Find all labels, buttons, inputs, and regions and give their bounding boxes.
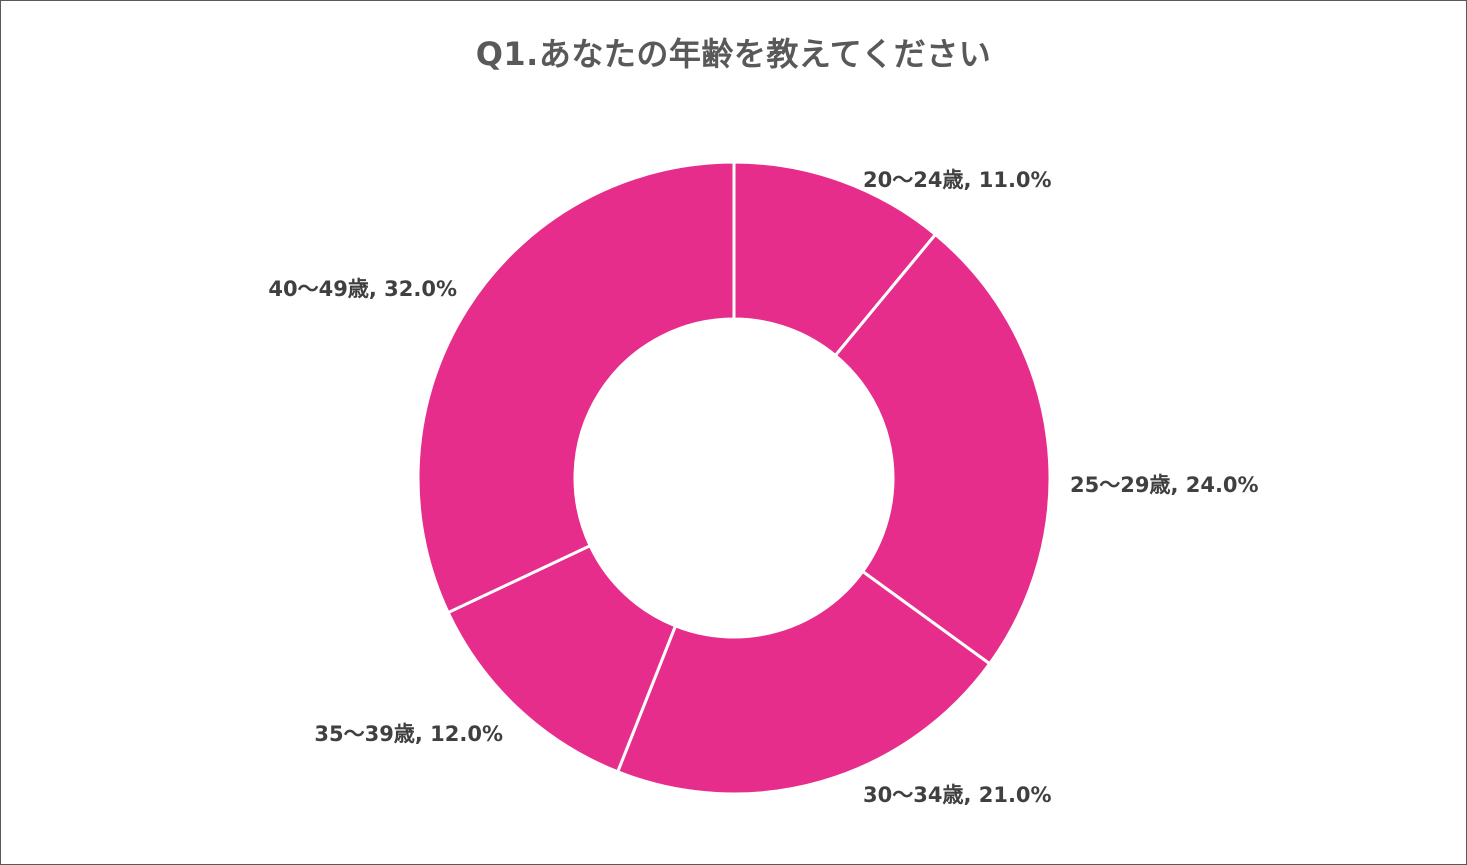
donut-slice <box>833 232 1052 666</box>
donut-slice <box>446 543 678 774</box>
donut-slice <box>416 160 736 615</box>
data-labels: 20～24歳, 11.0% 25～29歳, 24.0% 30～34歳, 21.0% 3… <box>268 168 1258 807</box>
data-label: 40～49歳, 32.0% <box>268 277 457 301</box>
data-label: 30～34歳, 21.0% <box>863 783 1052 807</box>
donut-slice <box>615 569 992 796</box>
donut-slices <box>416 160 1052 796</box>
data-label: 35～39歳, 12.0% <box>314 722 503 746</box>
chart-title: Q1.あなたの年齢を教えてください <box>475 35 992 73</box>
data-label: 25～29歳, 24.0% <box>1070 473 1259 497</box>
data-label: 20～24歳, 11.0% <box>863 168 1052 192</box>
